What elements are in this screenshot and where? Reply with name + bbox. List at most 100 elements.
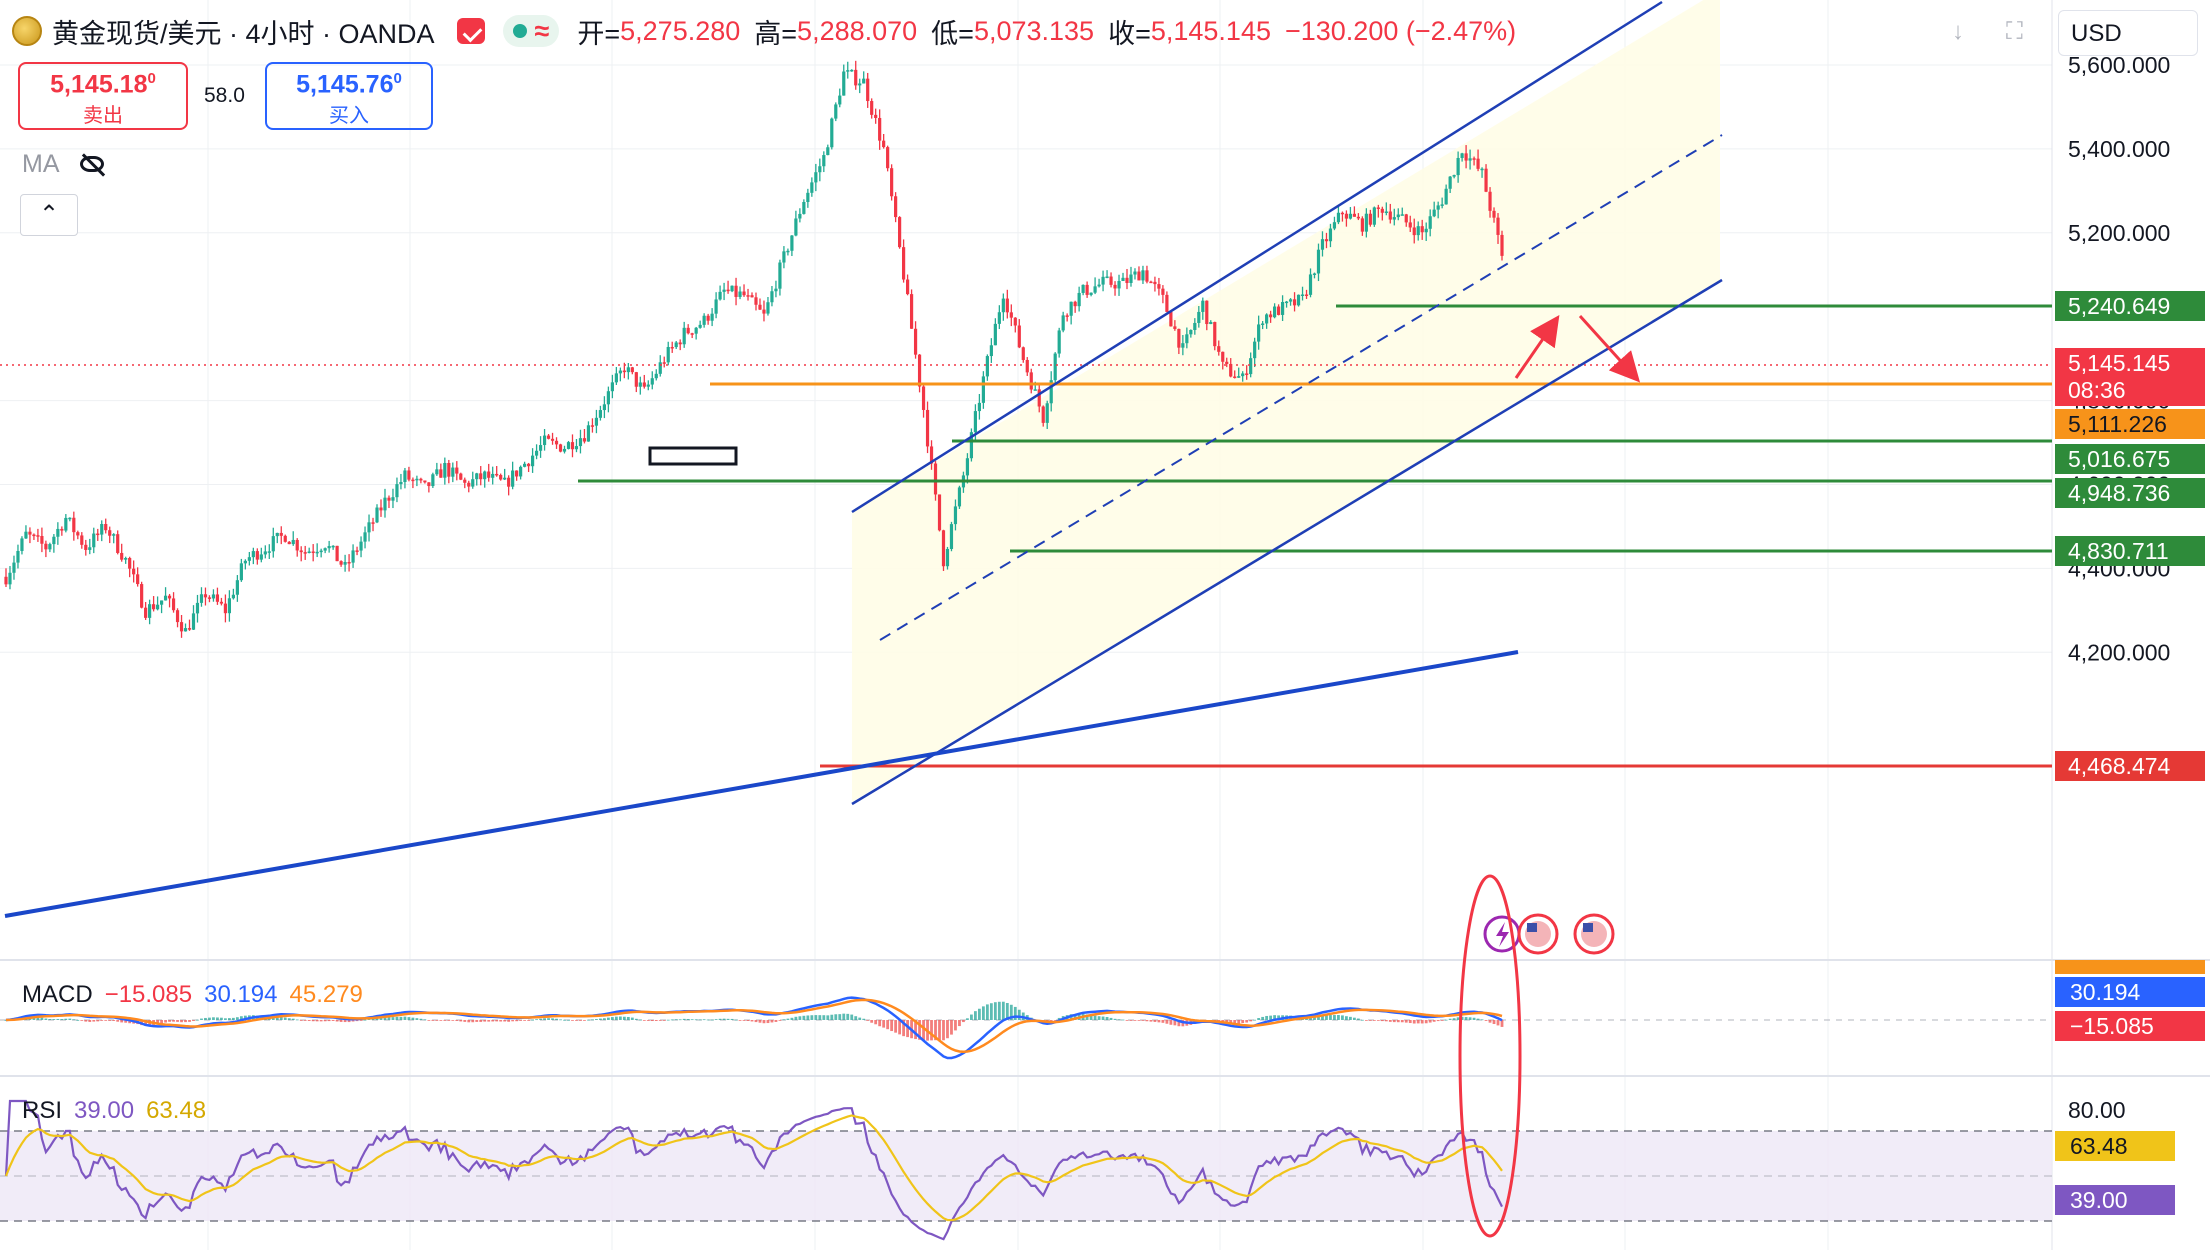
macd-bar-98 (395, 1016, 399, 1020)
eye-hidden-icon[interactable] (78, 154, 108, 176)
candle-body-17 (72, 517, 76, 533)
market-status-pill[interactable]: ≈ (502, 15, 560, 47)
candle-body-32 (132, 568, 136, 575)
macd-bar-47 (192, 1020, 195, 1021)
candle-body-333 (1332, 222, 1337, 229)
macd-bar-242 (970, 1014, 973, 1020)
macd-hist-value: 45.279 (289, 981, 363, 1008)
open-label: 开= (577, 18, 621, 49)
candle-body-156 (626, 367, 630, 373)
macd-bar-127 (511, 1020, 515, 1022)
candle-body-114 (459, 473, 463, 480)
macd-bar-191 (766, 1020, 770, 1024)
macd-bar-45 (184, 1020, 187, 1023)
macd-bar-99 (399, 1016, 403, 1020)
candle-body-11 (48, 544, 52, 550)
macd-bar-347 (1388, 1020, 1392, 1022)
candle-body-284 (1137, 271, 1141, 281)
macd-bar-139 (559, 1019, 562, 1021)
macd-bar-54 (220, 1017, 223, 1020)
rsi-legend[interactable]: RSI 39.00 63.48 (22, 1097, 206, 1125)
macd-bar-101 (407, 1017, 411, 1020)
candle-body-281 (1125, 277, 1129, 283)
macd-bar-142 (571, 1020, 574, 1021)
candle-body-277 (1109, 276, 1113, 285)
macd-bar-287 (1149, 1020, 1153, 1022)
candle-body-164 (658, 362, 662, 374)
rsi-ma-line (4, 1114, 1503, 1222)
macd-bar-315 (1261, 1016, 1265, 1020)
us-flag-canton-1 (1527, 923, 1537, 932)
candle-body-107 (431, 474, 435, 487)
macd-bar-103 (415, 1018, 419, 1020)
macd-bar-183 (734, 1019, 738, 1021)
macd-bar-188 (754, 1020, 758, 1023)
chevron-up-icon: ⌃ (38, 201, 60, 228)
tag-green-2-text: 5,016.675 (2068, 446, 2170, 472)
macd-bar-275 (1101, 1016, 1105, 1020)
ma-indicator[interactable]: MA (22, 150, 108, 179)
macd-bar-140 (563, 1019, 566, 1021)
macd-bar-373 (1492, 1020, 1496, 1025)
sell-label: 卖出 (83, 105, 123, 128)
macd-bar-153 (614, 1016, 618, 1020)
candle-body-62 (251, 551, 255, 558)
candle-body-313 (1253, 341, 1257, 359)
macd-bar-197 (790, 1017, 794, 1020)
macd-bar-26 (108, 1020, 112, 1021)
sell-button[interactable]: 5,145.180 卖出 (18, 62, 188, 130)
download-icon[interactable]: ↓ (1952, 18, 1964, 45)
candle-body-321 (1284, 301, 1289, 304)
macd-bar-24 (100, 1020, 104, 1021)
macd-bar-181 (726, 1018, 730, 1020)
macd-bar-119 (479, 1020, 483, 1022)
macd-bar-55 (224, 1018, 227, 1020)
lightning-glyph (1496, 922, 1509, 947)
macd-bar-370 (1480, 1019, 1484, 1021)
event-icons[interactable] (1483, 913, 1615, 955)
candle-body-356 (1424, 228, 1428, 233)
currency-select[interactable]: USD (2058, 10, 2198, 56)
candle-body-224 (898, 217, 902, 248)
macd-bar-338 (1352, 1017, 1356, 1020)
candle-body-254 (1017, 325, 1021, 348)
candle-body-157 (630, 367, 634, 373)
candle-body-206 (826, 147, 830, 156)
symbol-title[interactable]: 黄金现货/美元 · 4小时 · OANDA (52, 18, 435, 49)
fullscreen-icon[interactable]: ⛶ (2006, 18, 2023, 45)
candle-body-140 (562, 448, 567, 452)
candle-body-351 (1404, 214, 1408, 223)
candle-body-19 (80, 535, 84, 545)
candle-body-242 (969, 432, 974, 459)
candle-body-241 (965, 458, 970, 476)
macd-bar-214 (858, 1017, 862, 1020)
macd-bar-95 (383, 1016, 387, 1020)
macd-signal-line (5, 998, 1503, 1054)
macd-legend[interactable]: MACD −15.085 30.194 45.279 (22, 981, 363, 1009)
tag-current-text: 5,145.145 (2068, 350, 2170, 376)
candle-body-292 (1169, 311, 1173, 327)
candle-body-371 (1484, 168, 1488, 192)
alert-badge-icon[interactable] (456, 18, 485, 44)
collapse-button[interactable]: ⌃ (20, 194, 78, 236)
candle-body-184 (738, 291, 742, 297)
candle-body-163 (654, 373, 658, 379)
macd-bar-77 (311, 1020, 315, 1022)
candle-body-24 (100, 524, 104, 535)
candle-body-50 (203, 594, 208, 598)
candle-body-149 (598, 410, 603, 418)
macd-bar-57 (231, 1017, 235, 1020)
macd-bar-253 (1013, 1006, 1017, 1020)
macd-bar-121 (487, 1020, 491, 1022)
buy-button[interactable]: 5,145.760 买入 (265, 62, 433, 130)
candle-body-177 (710, 313, 714, 321)
macd-bar-311 (1245, 1020, 1249, 1023)
macd-bar-68 (275, 1016, 279, 1020)
macd-bar-271 (1085, 1014, 1089, 1020)
candle-body-285 (1141, 270, 1145, 281)
macd-bar-184 (738, 1020, 742, 1021)
macd-signal-value: 30.194 (204, 981, 278, 1008)
tag-red-text: 4,468.474 (2068, 753, 2171, 779)
macd-bar-193 (774, 1020, 778, 1022)
